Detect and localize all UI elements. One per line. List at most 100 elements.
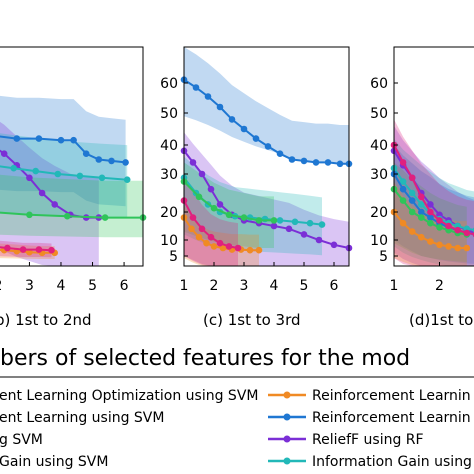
legend-item-right-0: Reinforcement Learnin: [268, 388, 471, 404]
y-tick-label: 50: [160, 106, 178, 122]
data-point-c-5-3: [207, 233, 215, 241]
data-point-c-2-7: [276, 217, 284, 224]
data-point-c-1-8: [270, 222, 278, 230]
data-point-b-0-1: [13, 135, 21, 142]
data-point-c-0-8: [276, 150, 284, 157]
chart-panel-d: 1 2 510 20 30 40 50 60: [370, 46, 474, 294]
legend-item-left-2: g SVM: [0, 432, 43, 448]
y-tick-label: 60: [370, 76, 388, 92]
data-point-d-3-4: [427, 219, 434, 227]
data-point-d-4-6: [445, 222, 452, 230]
y-tick-label: 10: [160, 233, 178, 249]
legend-item-left-3: Gain using SVM: [0, 454, 108, 470]
legend-label: ent Learning Optimization using SVM: [0, 388, 258, 404]
y-tick-label: 30: [160, 167, 178, 183]
series-band-b-1: [0, 121, 99, 266]
data-point-d-4-4: [427, 208, 434, 216]
legend-marker: [283, 413, 291, 421]
data-point-c-4-9: [255, 246, 263, 254]
x-tick-label: 5: [88, 278, 97, 294]
data-point-c-0-10: [300, 157, 308, 165]
data-point-d-2-4: [427, 214, 434, 221]
data-point-d-4-2: [408, 174, 416, 182]
x-tick-label: 4: [57, 278, 66, 294]
y-tick-label: 50: [370, 106, 388, 122]
data-point-d-5-6: [445, 243, 452, 250]
data-point-b-5-1: [4, 244, 11, 252]
data-point-c-4-3: [203, 239, 210, 247]
data-point-b-0-5: [82, 150, 90, 157]
axes-frame-c: [183, 46, 350, 267]
data-point-c-0-11: [312, 159, 320, 166]
series-band-c-1: [184, 132, 349, 266]
legend-marker: [283, 391, 291, 399]
data-point-c-0-1: [192, 84, 200, 91]
data-point-d-4-3: [418, 193, 425, 201]
data-point-c-1-3: [207, 185, 215, 193]
legend-label: g SVM: [0, 432, 43, 448]
data-point-d-3-1: [399, 197, 407, 204]
data-point-c-0-4: [228, 116, 236, 123]
y-tick-label: 20: [370, 205, 388, 221]
x-tick-label: 2: [435, 278, 444, 294]
legend-box: [0, 376, 474, 474]
data-point-d-1-2: [408, 189, 416, 197]
legend: ent Learning Optimization using SVM ent L…: [0, 376, 474, 474]
data-point-d-2-3: [418, 208, 425, 216]
data-point-c-4-5: [219, 244, 227, 252]
data-point-c-1-2: [198, 170, 206, 178]
data-point-c-1-11: [315, 236, 323, 244]
data-point-c-2-9: [306, 219, 314, 227]
series-band-b-3: [0, 174, 143, 238]
data-point-b-2-2: [32, 167, 39, 175]
data-point-b-1-4: [38, 189, 46, 197]
data-point-c-5-6: [234, 244, 242, 252]
data-point-d-3-5: [436, 224, 443, 231]
data-point-b-0-7: [108, 157, 115, 165]
legend-item-right-1: Reinforcement Learnin: [268, 410, 471, 426]
x-tick-label: 2: [210, 278, 219, 294]
data-point-c-3-4: [240, 214, 248, 221]
data-point-c-1-9: [285, 225, 293, 233]
x-tick-label: 3: [25, 278, 34, 294]
data-point-c-4-1: [188, 225, 195, 233]
y-tick-label: 30: [370, 167, 388, 183]
data-point-c-4-2: [195, 233, 203, 241]
panel-c-caption: (c) 1st to 3rd: [203, 311, 301, 329]
data-point-c-1-10: [300, 231, 308, 238]
legend-label: ent Learning using SVM: [0, 410, 164, 426]
data-point-d-4-7: [454, 226, 462, 234]
data-point-c-4-8: [246, 246, 254, 254]
data-point-c-0-12: [324, 159, 332, 166]
axes-frame-b: [0, 46, 144, 267]
panel-b-caption: b) 1st to 2nd: [0, 311, 92, 329]
data-point-d-3-3: [418, 214, 425, 221]
x-tick-label: 1: [180, 278, 189, 294]
data-point-b-1-5: [51, 201, 58, 208]
legend-label: Reinforcement Learnin: [312, 388, 471, 404]
legend-item-left-1: ent Learning using SVM: [0, 410, 164, 426]
data-point-b-5-4: [48, 246, 55, 254]
legend-item-right-2: ReliefF using RF: [268, 432, 424, 448]
panel-d-caption: (d)1st to: [409, 311, 473, 329]
data-point-d-2-2: [408, 197, 416, 204]
data-point-c-3-5: [255, 217, 263, 224]
data-point-d-5-5: [436, 241, 443, 249]
data-point-b-0-4: [70, 136, 77, 144]
data-point-b-1-3: [26, 174, 33, 182]
data-point-b-1-1: [0, 150, 8, 157]
data-point-c-5-2: [198, 225, 206, 233]
y-tick-label: 40: [370, 138, 388, 154]
data-point-c-0-7: [264, 143, 272, 150]
data-point-c-0-9: [288, 156, 296, 163]
series-band-b-2: [0, 133, 128, 219]
data-point-c-0-2: [204, 93, 212, 100]
y-tick-label: 5: [169, 249, 178, 265]
series-line-c-4: [183, 217, 259, 252]
plot-area: 234561234565102030405060125102030405060: [0, 46, 474, 294]
data-point-c-0-3: [216, 103, 224, 111]
data-point-c-5-1: [189, 214, 197, 221]
legend-item-right-3: Information Gain using: [268, 454, 472, 470]
data-point-c-5-5: [225, 243, 233, 250]
